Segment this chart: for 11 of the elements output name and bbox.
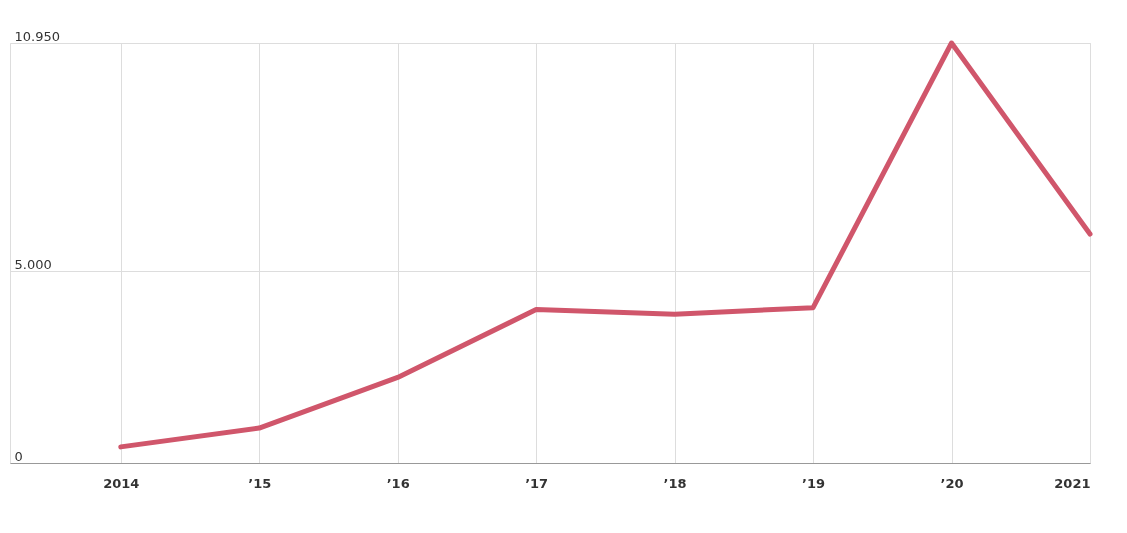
x-tick-label: ’15: [248, 475, 272, 491]
y-tick-label: 5.000: [14, 256, 52, 272]
y-tick-label: 10.950: [14, 28, 60, 44]
x-tick-label: ’19: [802, 475, 826, 491]
x-tick-label: ’18: [663, 475, 687, 491]
x-tick-label: ’17: [525, 475, 549, 491]
x-tick-label: 2014: [103, 475, 140, 491]
x-tick-label: 2021: [1054, 475, 1091, 491]
y-tick-label: 0: [14, 448, 23, 464]
x-tick-label: ’16: [386, 475, 410, 491]
x-tick-label: ’20: [940, 475, 964, 491]
